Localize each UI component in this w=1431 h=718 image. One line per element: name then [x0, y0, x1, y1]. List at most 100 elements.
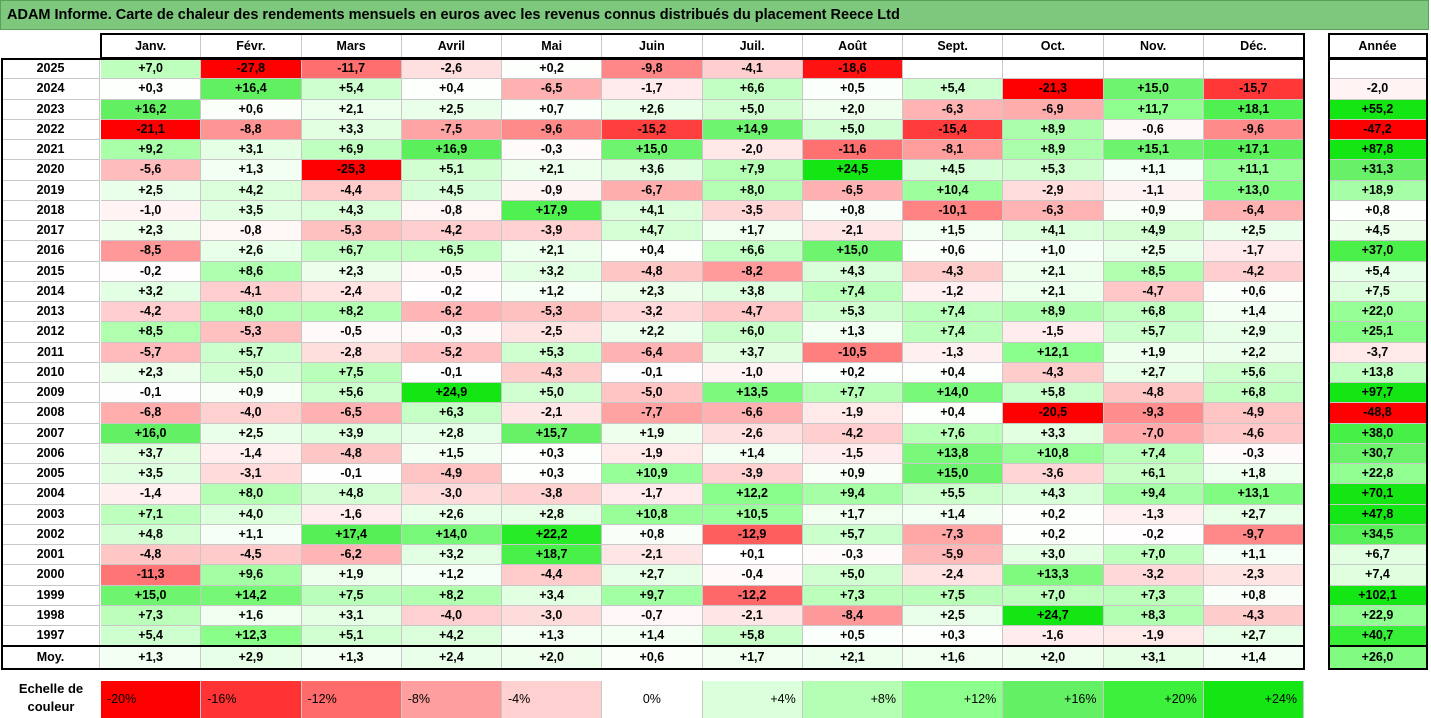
heatmap-cell: -12,2 [702, 585, 803, 606]
heatmap-cell: +5,7 [201, 342, 302, 363]
heatmap-cell: -0,4 [702, 565, 803, 586]
heatmap-cell: +2,3 [101, 362, 202, 383]
year-label: 2011 [2, 342, 100, 363]
year-label: 2013 [2, 302, 100, 323]
legend-swatch: -4% [502, 681, 603, 718]
heatmap-cell: -3,9 [502, 221, 603, 242]
heatmap-cell: -0,1 [301, 464, 402, 485]
average-cell: +2,0 [1003, 646, 1104, 670]
heatmap-cell: +5,4 [301, 79, 402, 100]
heatmap-cell: +7,9 [702, 160, 803, 181]
heatmap-cell: +0,2 [1003, 524, 1104, 545]
heatmap-cell: +1,5 [401, 443, 502, 464]
heatmap-cell: -27,8 [201, 59, 302, 80]
heatmap-cell: +7,5 [301, 585, 402, 606]
heatmap-cell: -0,6 [1103, 119, 1204, 140]
heatmap-cell: +6,0 [702, 322, 803, 343]
average-cell: +2,4 [401, 646, 502, 670]
heatmap-cell: +14,9 [702, 119, 803, 140]
heatmap-cell: +4,5 [401, 180, 502, 201]
heatmap-cell: +1,0 [1003, 241, 1104, 262]
average-cell: +3,1 [1103, 646, 1204, 670]
heatmap-cell: +1,8 [1203, 464, 1304, 485]
heatmap-cell: -7,0 [1103, 423, 1204, 444]
heatmap-cell: -4,4 [301, 180, 402, 201]
heatmap-cell: +2,5 [201, 423, 302, 444]
heatmap-cell: +17,1 [1203, 140, 1304, 161]
annual-cell: +22,9 [1329, 605, 1427, 626]
heatmap-cell: +5,0 [702, 99, 803, 120]
heatmap-cell: +2,5 [401, 99, 502, 120]
heatmap-cell: +5,3 [502, 342, 603, 363]
heatmap-cell: +8,3 [1103, 605, 1204, 626]
heatmap-cell: -4,0 [401, 605, 502, 626]
heatmap-cell: +22,2 [502, 524, 603, 545]
heatmap-cell: -6,7 [602, 180, 703, 201]
heatmap-cell: -1,6 [1003, 626, 1104, 647]
heatmap-cell: -6,5 [502, 79, 603, 100]
heatmap-cell: -5,0 [602, 383, 703, 404]
heatmap-cell: +5,4 [903, 79, 1004, 100]
heatmap-cell: +10,4 [903, 180, 1004, 201]
year-label: 1999 [2, 585, 100, 606]
annual-cell: +34,5 [1329, 524, 1427, 545]
month-header: Nov. [1103, 34, 1204, 59]
heatmap-cell: +8,9 [1003, 302, 1104, 323]
heatmap-cell: -3,9 [702, 464, 803, 485]
heatmap-cell: +9,2 [101, 140, 202, 161]
heatmap-cell: -9,3 [1103, 403, 1204, 424]
heatmap-cell: +1,1 [1203, 545, 1304, 566]
average-annual-cell: +26,0 [1329, 646, 1427, 670]
year-label: 1997 [2, 626, 100, 647]
heatmap-cell: -21,1 [101, 119, 202, 140]
heatmap-cell: +7,3 [802, 585, 903, 606]
annual-cell: +5,4 [1329, 261, 1427, 282]
heatmap-cell: -4,9 [1203, 403, 1304, 424]
heatmap-cell: +14,0 [401, 524, 502, 545]
month-header: Sept. [903, 34, 1004, 59]
year-label: 2010 [2, 362, 100, 383]
heatmap-cell: -7,3 [903, 524, 1004, 545]
heatmap-cell: +5,8 [702, 626, 803, 647]
annual-cell: +55,2 [1329, 99, 1427, 120]
heatmap-cell: +11,7 [1103, 99, 1204, 120]
annual-cell: +4,5 [1329, 221, 1427, 242]
year-label: 2024 [2, 79, 100, 100]
heatmap-cell: -3,5 [702, 200, 803, 221]
heatmap-cell: -9,6 [502, 119, 603, 140]
heatmap-cell: +3,2 [502, 261, 603, 282]
heatmap-cell: +0,4 [401, 79, 502, 100]
heatmap-cell: -4,5 [201, 545, 302, 566]
heatmap-cell: +2,1 [502, 241, 603, 262]
legend-swatch: -8% [401, 681, 502, 718]
average-cell: +1,3 [301, 646, 402, 670]
heatmap-cell: +4,3 [802, 261, 903, 282]
heatmap-cell: +13,8 [903, 443, 1004, 464]
heatmap-cell: +16,2 [101, 99, 202, 120]
legend-swatch: +24% [1203, 681, 1304, 718]
heatmap-cell: +1,4 [1203, 302, 1304, 323]
annual-cell: -3,7 [1329, 342, 1427, 363]
heatmap-cell: +2,2 [1203, 342, 1304, 363]
heatmap-cell: +6,6 [702, 241, 803, 262]
heatmap-cell: -2,1 [602, 545, 703, 566]
heatmap-cell: -0,2 [101, 261, 202, 282]
heatmap-cell: +3,6 [602, 160, 703, 181]
heatmap-cell: -4,0 [201, 403, 302, 424]
heatmap-cell: -8,1 [903, 140, 1004, 161]
heatmap-cell: +2,8 [401, 423, 502, 444]
heatmap-cell: -4,7 [702, 302, 803, 323]
heatmap-cell: -4,1 [702, 59, 803, 80]
heatmap-cell: -4,9 [401, 464, 502, 485]
heatmap-cell: -4,1 [201, 281, 302, 302]
heatmap-cell: +15,7 [502, 423, 603, 444]
heatmap-cell: +1,5 [903, 221, 1004, 242]
heatmap-cell: -0,5 [301, 322, 402, 343]
heatmap-cell: -1,7 [1203, 241, 1304, 262]
heatmap-cell: +6,9 [301, 140, 402, 161]
annual-cell: +38,0 [1329, 423, 1427, 444]
heatmap-cell: -6,2 [401, 302, 502, 323]
annual-cell: +25,1 [1329, 322, 1427, 343]
month-header: Mai [502, 34, 603, 59]
heatmap-cell: -25,3 [301, 160, 402, 181]
